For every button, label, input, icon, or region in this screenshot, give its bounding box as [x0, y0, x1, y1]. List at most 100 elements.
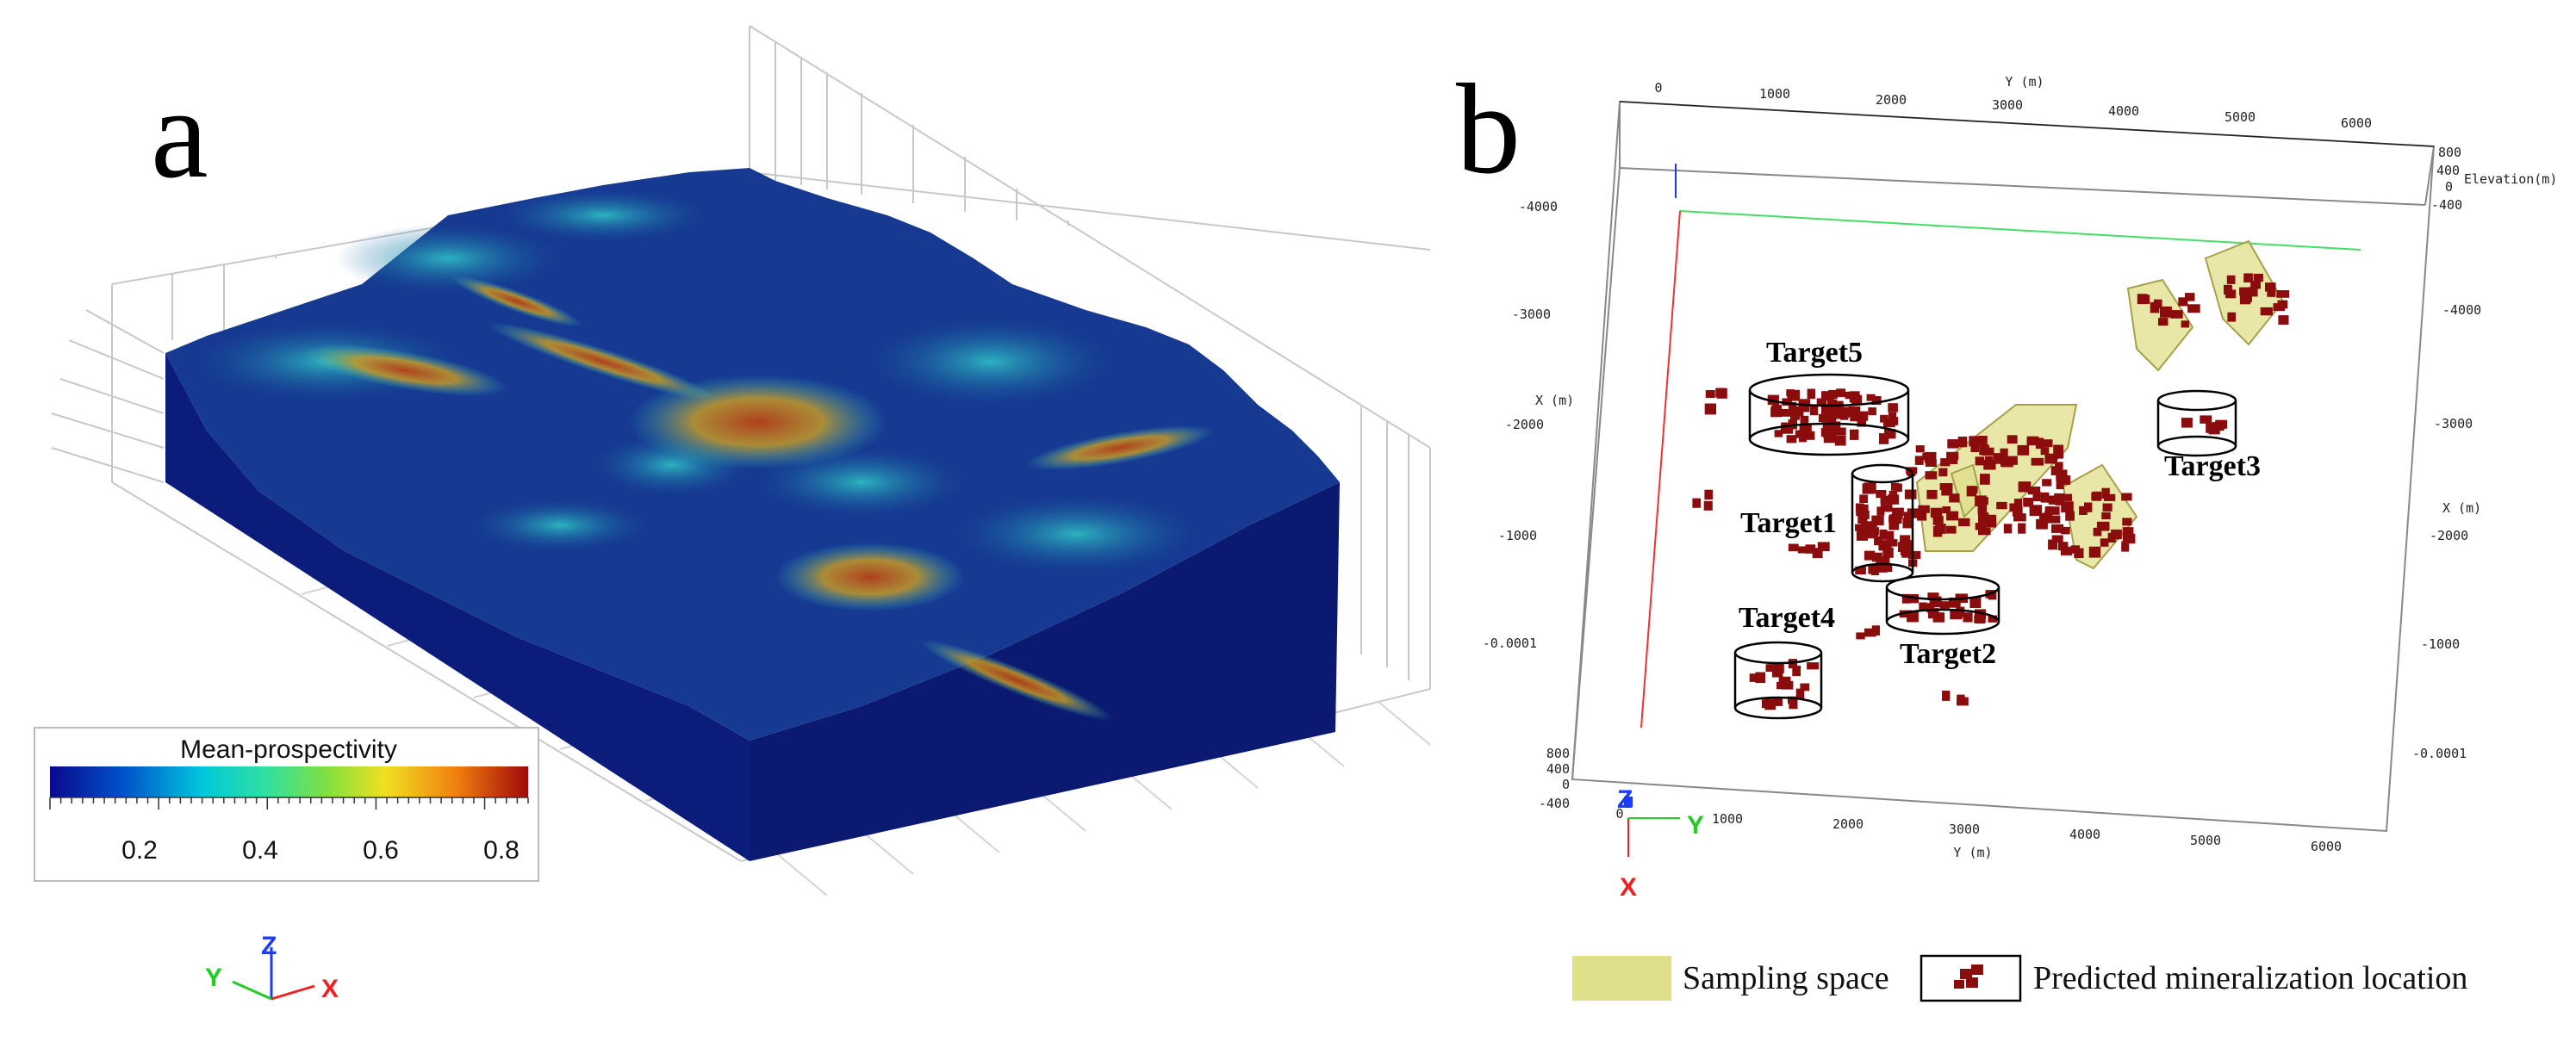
mineralization-voxel [1883, 563, 1893, 573]
mineralization-voxel [1907, 611, 1919, 623]
mineralization-voxel [1882, 547, 1894, 558]
mineralization-voxel [1836, 388, 1846, 398]
top-axis-title: Y (m) [2005, 74, 2044, 90]
mineralization-voxel [1996, 501, 2007, 510]
mineralization-voxel [1914, 456, 1924, 465]
mineralization-voxel [1879, 529, 1888, 540]
mineralization-voxel [1764, 698, 1776, 710]
mineralization-voxel [1977, 503, 1988, 515]
mineralization-voxel [1915, 445, 1925, 453]
mineralization-voxel [2051, 506, 2060, 515]
axis-x-label: X [1620, 873, 1637, 902]
mineralization-voxel [2227, 312, 2237, 322]
left-axis-tick: -1000 [1498, 528, 1537, 543]
bottom-axis-title: Y (m) [1953, 845, 1992, 860]
mineralization-voxel [1807, 388, 1815, 400]
mineralization-voxel [1946, 451, 1959, 461]
mineralization-voxel [1860, 524, 1871, 533]
mineralization-voxel [2029, 505, 2043, 517]
elevation-tick: -400 [1539, 796, 1570, 811]
mineralization-voxel [1848, 406, 1861, 417]
mineralization-voxel [1879, 433, 1889, 444]
mineralization-voxel [2017, 444, 2030, 456]
elevation-tick: 400 [2436, 163, 2460, 178]
predicted-swatch-icon [1954, 964, 1983, 989]
right-axis-tick: -3000 [2434, 416, 2473, 431]
panel-a-back-grid [749, 25, 1431, 689]
mineralization-voxel [1950, 609, 1963, 620]
right-axis-tick: -4000 [2442, 302, 2481, 318]
panel-b: b Y (m) 0 1000 2000 3000 4000 5000 6000 [1456, 58, 2557, 1002]
mineralization-voxel [1765, 664, 1775, 673]
mineralization-voxel [1856, 632, 1865, 640]
mineralization-voxel [1857, 504, 1869, 514]
mineralization-voxel [2007, 435, 2018, 444]
mineralization-voxel [1703, 500, 1713, 511]
mineralization-voxel [2121, 541, 2130, 552]
mineralization-voxel [1805, 544, 1816, 554]
mineralization-voxel [2000, 448, 2008, 456]
bottom-axis-tick: 0 [1615, 806, 1623, 822]
mineralization-voxel [2042, 479, 2052, 487]
mineralization-voxel [2122, 527, 2134, 537]
mineralization-voxel [1773, 663, 1784, 673]
mineralization-voxel [1797, 546, 1808, 554]
mineralization-voxel [1892, 507, 1904, 517]
mineralization-voxel [2101, 487, 2110, 499]
mineralization-voxel [2206, 422, 2214, 433]
mineralization-voxel [2101, 512, 2111, 519]
mineralization-voxel [1927, 592, 1939, 600]
axis-triad-a: Z Y X [205, 932, 339, 1003]
mineralization-voxel [1822, 423, 1832, 435]
axis-z-label: Z [261, 932, 277, 960]
mineralization-voxel [1904, 595, 1917, 604]
top-axis-tick: 2000 [1876, 92, 1907, 108]
colorbar-tick: 0.8 [483, 836, 520, 865]
panel-b-legend: Sampling space Predicted mineralization … [1572, 954, 2467, 1002]
mineralization-voxel [2050, 466, 2063, 475]
mineralization-voxel [1889, 516, 1902, 524]
mineralization-voxel [2060, 546, 2073, 555]
mineralization-voxel [1978, 436, 1988, 447]
mineralization-voxel [1869, 523, 1877, 532]
colorbar-gradient [50, 766, 528, 797]
elevation-tick: 0 [2445, 179, 2453, 195]
mineralization-voxel [1888, 403, 1898, 412]
mineralization-voxel [1868, 407, 1876, 416]
mineralization-voxel [1774, 430, 1783, 437]
mineralization-voxel [1770, 405, 1782, 417]
mineralization-voxel [2074, 548, 2084, 559]
sampling-space-label: Sampling space [1683, 960, 1889, 996]
mineralization-voxel [1926, 603, 1935, 613]
panel-b-label: b [1456, 58, 1521, 201]
mineralization-voxel [2005, 456, 2018, 465]
mineralization-voxel [1871, 515, 1884, 526]
mineralization-voxel [1880, 495, 1891, 505]
mineralization-voxel [1800, 683, 1810, 692]
bottom-axis-tick: 3000 [1949, 822, 1980, 837]
sampling-space-swatch [1572, 956, 1671, 1001]
mineralization-voxel [1935, 524, 1946, 534]
mineralization-voxel [2031, 457, 2044, 466]
mineralization-voxel [1876, 490, 1887, 499]
mineralization-voxel [1899, 610, 1913, 618]
mineralization-voxel [2100, 538, 2109, 547]
target1-label: Target1 [1740, 507, 1837, 539]
mineralization-voxel [2093, 527, 2102, 537]
mineralization-voxel [1862, 483, 1875, 494]
mineralization-voxel [1817, 542, 1830, 552]
mineralization-voxel [2088, 546, 2101, 558]
mineralization-voxel [1807, 662, 1820, 670]
axis-triad-b: Z Y X [1617, 785, 1704, 902]
mineralization-voxel [2053, 444, 2064, 456]
mineralization-voxel [2215, 419, 2228, 429]
mineralization-voxel [2035, 437, 2044, 450]
mineralization-voxel [1834, 435, 1846, 446]
top-axis-tick: 0 [1654, 80, 1662, 96]
mineralization-voxel [1969, 436, 1980, 447]
axis-y-label: Y [1687, 811, 1704, 840]
mineralization-voxel [1857, 418, 1867, 427]
right-axis-title: X (m) [2442, 500, 2481, 516]
target-labels: Target5 Target1 Target4 Target2 Target3 [1739, 337, 2261, 670]
mineralization-voxel [2181, 320, 2190, 328]
